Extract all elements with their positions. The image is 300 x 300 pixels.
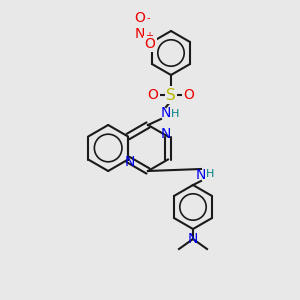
Text: O: O [184,88,194,102]
Text: N: N [196,168,206,182]
Text: O: O [145,37,155,51]
Text: O: O [134,11,146,25]
Text: H: H [171,109,179,119]
Text: N: N [135,27,145,41]
Text: +: + [145,31,153,41]
Text: N: N [161,128,171,142]
Text: -: - [146,13,150,23]
Text: N: N [161,106,171,120]
Text: S: S [166,88,176,103]
Text: N: N [125,154,135,169]
Text: N: N [188,232,198,246]
Text: H: H [206,169,214,179]
Text: O: O [148,88,158,102]
